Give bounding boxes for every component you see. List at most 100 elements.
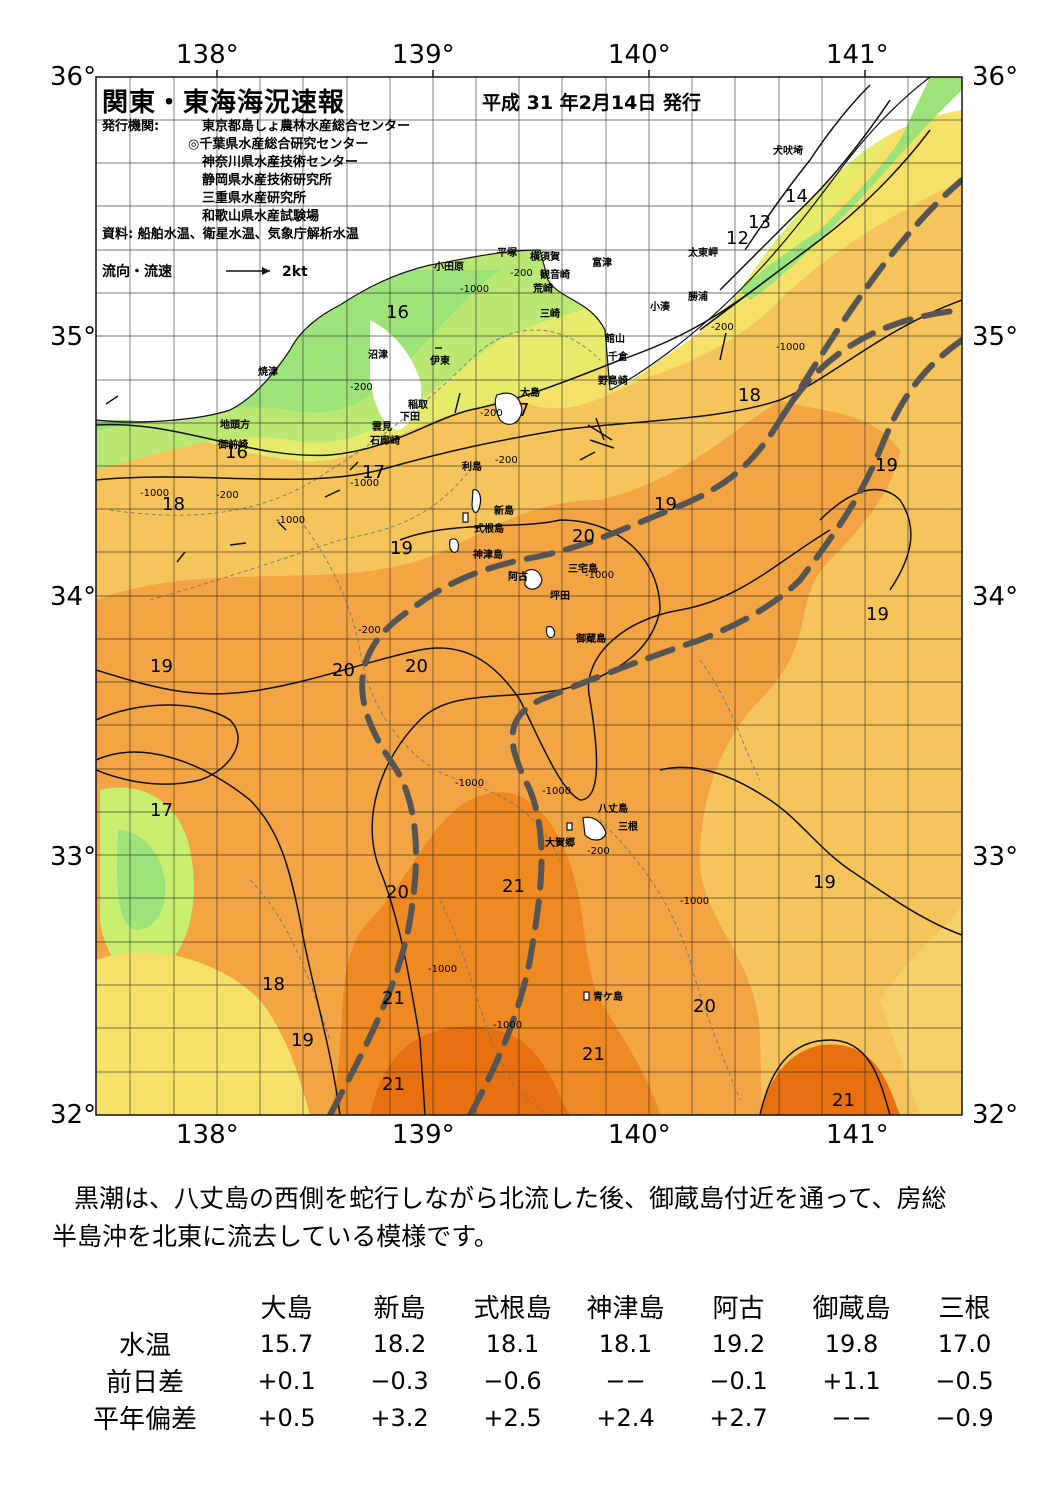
place-label: 八丈島 [598, 804, 628, 815]
place-label: 三宅島 [568, 564, 598, 575]
place-label: 伊東 [430, 356, 450, 367]
place-label: 坪田 [550, 591, 570, 602]
table-row: 平年偏差 +0.5 +3.2 +2.5 +2.4 +2.7 −− −0.9 [60, 1399, 1021, 1436]
flow-legend-speed: 2kt [282, 264, 308, 280]
lon-label-141-bottom: 141° [826, 1120, 889, 1150]
place-label: 式根島 [474, 524, 504, 535]
table-cell: +2.4 [596, 1403, 655, 1432]
table-cell: −0.3 [370, 1366, 429, 1395]
place-label: 勝浦 [688, 292, 708, 303]
depth-label: -1000 [140, 488, 170, 499]
table-header-row: 大島 新島 式根島 神津島 阿古 御蔵島 三根 [60, 1288, 1021, 1325]
depth-label: -1000 [493, 1020, 523, 1031]
depth-label: -1000 [276, 515, 306, 526]
place-label: 新島 [494, 506, 514, 517]
isotherm-label: 19 [654, 494, 677, 515]
map-canvas [95, 70, 963, 1116]
table-cell: −0.6 [483, 1366, 542, 1395]
lat-label-36: 36° [50, 62, 97, 92]
place-label: 大賀郷 [545, 838, 575, 849]
lon-label-141: 141° [826, 40, 889, 70]
place-label: 焼津 [258, 367, 278, 378]
table-cell: 18.1 [485, 1329, 540, 1358]
issuer-1: ◎千葉県水産総合研究センター [188, 137, 369, 152]
isotherm-label: 19 [291, 1030, 314, 1051]
isotherm-label: 21 [582, 1044, 605, 1065]
place-label: 稲取 [408, 400, 428, 411]
isotherm-label: 21 [502, 876, 525, 897]
lat-label-34-right: 34° [972, 582, 1019, 612]
isotherm-label: 18 [738, 385, 761, 406]
isotherm-label: 13 [748, 212, 771, 233]
issue-date: 平成 31 年2月14日 発行 [482, 92, 701, 114]
depth-contours [109, 329, 761, 1115]
table-cell: 18.2 [372, 1329, 427, 1358]
place-label: 地頭方 [220, 420, 250, 431]
lat-label-32-right: 32° [972, 1100, 1019, 1130]
depth-label: -1000 [455, 778, 485, 789]
place-label: 石廊崎 [370, 436, 400, 447]
isotherms [96, 84, 962, 1115]
table-cell: 19.2 [711, 1329, 766, 1358]
summary-text: 黒潮は、八丈島の西側を蛇行しながら北流した後、御蔵島付近を通って、房総 半島沖を… [52, 1180, 1022, 1256]
lon-label-138-bottom: 138° [176, 1120, 239, 1150]
current-arrows [105, 332, 727, 563]
map-frame [95, 76, 963, 1116]
row-label: 水温 [118, 1331, 171, 1361]
place-label: 神津島 [473, 550, 503, 561]
issuer-5: 和歌山県水産試験場 [202, 209, 320, 224]
place-label: 小田原 [434, 262, 464, 273]
isotherm-label: 19 [875, 455, 898, 476]
place-label: 荒崎 [533, 284, 553, 295]
depth-label: -1000 [776, 342, 806, 353]
place-label: 雲見 [372, 422, 392, 433]
kuroshio-axis [327, 177, 962, 1115]
axis-ticks [216, 70, 866, 77]
lon-label-139: 139° [392, 40, 455, 70]
table-cell: −− [831, 1403, 872, 1432]
place-label: 館山 [605, 334, 625, 345]
table-cell: +0.1 [257, 1366, 316, 1395]
table-cell: −− [605, 1366, 646, 1395]
isotherm-label: 21 [832, 1090, 855, 1111]
table-cell: +3.2 [370, 1403, 429, 1432]
isotherm-label: 20 [693, 996, 716, 1017]
place-label: 富津 [592, 258, 612, 269]
place-label: 青ケ島 [593, 992, 623, 1003]
place-label: 御蔵島 [576, 634, 606, 645]
place-label: 千倉 [608, 352, 628, 363]
station-header: 新島 [373, 1294, 426, 1324]
issuer-0: 東京都島しょ農林水産総合センター [202, 119, 411, 134]
place-label: 野島崎 [598, 376, 628, 387]
station-header: 神津島 [586, 1294, 665, 1324]
depth-label: -1000 [460, 284, 490, 295]
isotherm-label: 19 [390, 538, 413, 559]
lat-label-35-right: 35° [972, 322, 1019, 352]
place-label: 平塚 [497, 248, 517, 259]
table-cell: 19.8 [824, 1329, 879, 1358]
depth-label: -200 [350, 382, 373, 393]
summary-line-2: 半島沖を北東に流去している模様です。 [52, 1222, 499, 1251]
place-label: 観音崎 [540, 270, 570, 281]
table-cell: +1.1 [822, 1366, 881, 1395]
table-cell: −0.9 [935, 1403, 994, 1432]
isotherm-label: 21 [382, 1074, 405, 1095]
isotherm-label: 20 [572, 526, 595, 547]
lat-label-32: 32° [50, 1100, 97, 1130]
place-label: 沼津 [368, 350, 388, 361]
isotherm-label: 16 [386, 302, 409, 323]
lat-label-33: 33° [50, 842, 97, 872]
station-temperature-table: 大島 新島 式根島 神津島 阿古 御蔵島 三根 水温 15.7 18.2 18.… [60, 1288, 1021, 1436]
depth-label: -200 [216, 490, 239, 501]
sst-fill-layer [96, 77, 962, 1115]
isotherm-label: 19 [866, 604, 889, 625]
isotherm-label: 7 [518, 400, 530, 421]
table-cell: −0.5 [935, 1366, 994, 1395]
table-cell: +2.7 [709, 1403, 768, 1432]
isotherm-label: 17 [362, 462, 385, 483]
flow-legend-label: 流向・流速 [102, 264, 172, 280]
table-cell: 18.1 [598, 1329, 653, 1358]
place-label: 三根 [618, 822, 638, 833]
lat-label-36-right: 36° [972, 62, 1019, 92]
isotherm-label: 20 [332, 660, 355, 681]
